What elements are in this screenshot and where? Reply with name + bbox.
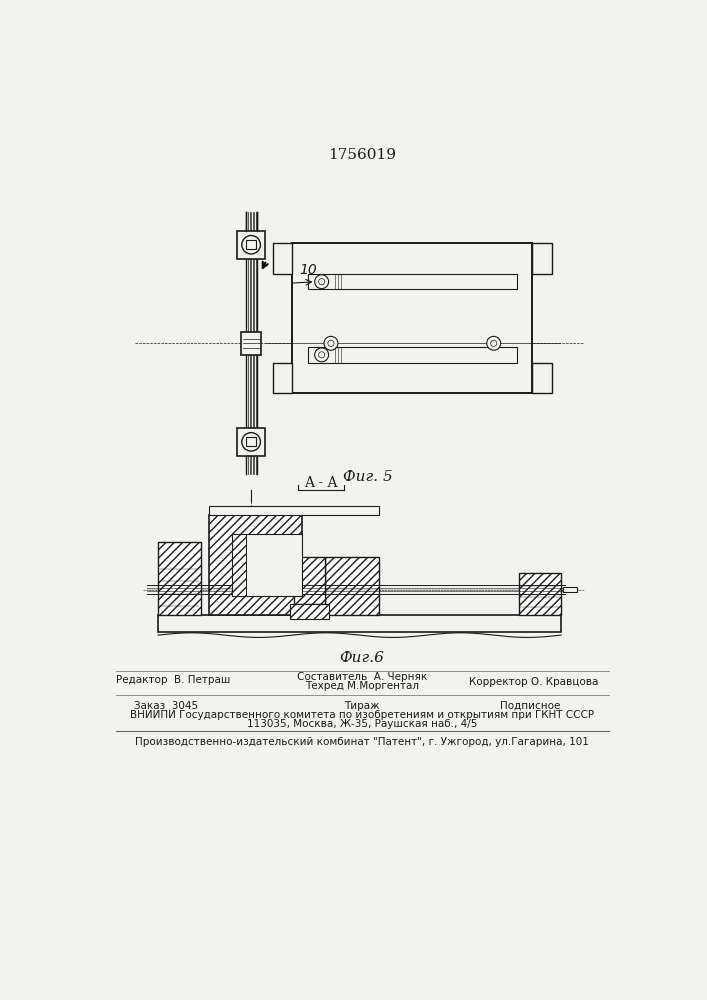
Bar	[273, 363, 292, 393]
Text: Редактор  В. Петраш: Редактор В. Петраш	[117, 675, 230, 685]
Text: 1756019: 1756019	[328, 148, 396, 162]
Bar	[293, 557, 325, 604]
Bar	[209, 515, 301, 615]
Circle shape	[315, 348, 329, 362]
Circle shape	[491, 340, 497, 346]
Bar	[532, 243, 552, 274]
Bar	[158, 615, 561, 632]
Circle shape	[486, 336, 501, 350]
Bar	[241, 332, 261, 355]
Circle shape	[328, 340, 334, 346]
Bar	[237, 231, 265, 259]
Text: Фиг. 5: Фиг. 5	[342, 470, 392, 484]
Bar	[209, 506, 379, 515]
Bar	[232, 534, 246, 596]
Text: A - A: A - A	[304, 476, 338, 490]
Bar	[290, 604, 329, 619]
Text: 10: 10	[299, 263, 317, 277]
Text: Заказ  3045: Заказ 3045	[134, 701, 198, 711]
Text: Производственно-издательский комбинат "Патент", г. Ужгород, ул.Гагарина, 101: Производственно-издательский комбинат "П…	[135, 737, 589, 747]
Circle shape	[242, 235, 260, 254]
Bar	[563, 587, 578, 592]
Bar	[308, 274, 517, 289]
Bar	[273, 243, 292, 274]
Text: Фиг.6: Фиг.6	[339, 651, 385, 665]
Bar	[532, 363, 552, 393]
Text: 113035, Москва, Ж-35, Раушская наб., 4/5: 113035, Москва, Ж-35, Раушская наб., 4/5	[247, 719, 477, 729]
Bar	[308, 347, 517, 363]
Bar	[247, 240, 256, 249]
Bar	[158, 542, 201, 615]
Circle shape	[242, 433, 260, 451]
Bar	[518, 573, 561, 615]
Bar	[237, 428, 265, 456]
Circle shape	[319, 279, 325, 285]
Circle shape	[315, 275, 329, 289]
Text: ВНИИПИ Государственного комитета по изобретениям и открытиям при ГКНТ СССР: ВНИИПИ Государственного комитета по изоб…	[130, 710, 594, 720]
Text: Подписное: Подписное	[500, 701, 561, 711]
Circle shape	[319, 352, 325, 358]
Circle shape	[324, 336, 338, 350]
Bar	[232, 534, 301, 596]
Text: Тираж: Тираж	[344, 701, 380, 711]
Text: Составитель  А. Черняк: Составитель А. Черняк	[297, 672, 427, 682]
Bar	[247, 437, 256, 446]
Text: Техред М.Моргентал: Техред М.Моргентал	[305, 681, 419, 691]
Text: Корректор О. Кравцова: Корректор О. Кравцова	[469, 677, 599, 687]
Bar	[292, 243, 532, 393]
Bar	[325, 557, 379, 615]
